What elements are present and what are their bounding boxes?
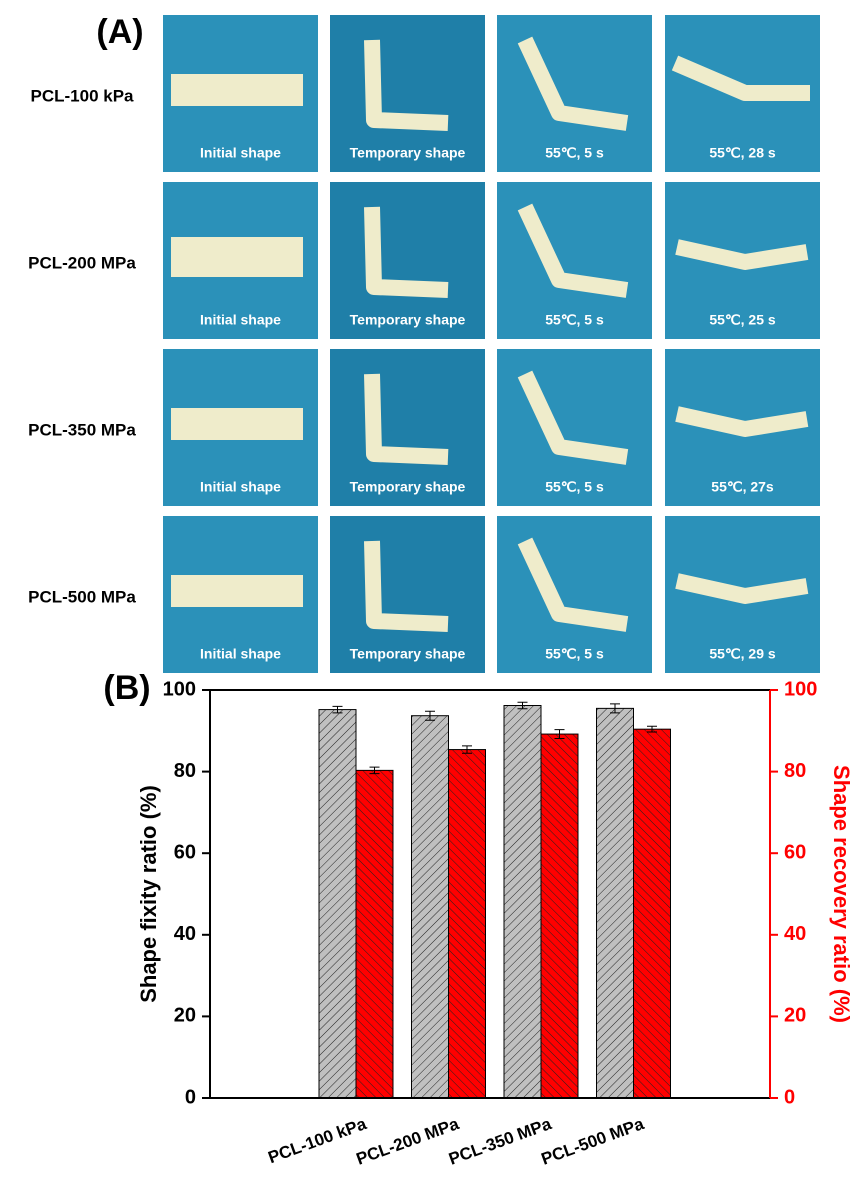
bar (319, 710, 356, 1098)
photo-caption: 55℃, 25 s (709, 312, 776, 328)
photo-caption: 55℃, 29 s (709, 646, 776, 662)
y-tick-label: 40 (174, 923, 196, 945)
panel-label: (B) (103, 669, 150, 707)
bar (449, 750, 486, 1098)
photo-caption: Initial shape (200, 145, 281, 161)
photo-caption: 55℃, 28 s (709, 145, 776, 161)
y2-tick-label: 0 (784, 1086, 795, 1108)
row-label: PCL-200 MPa (28, 253, 136, 272)
bar (412, 716, 449, 1098)
row-label: PCL-350 MPa (28, 420, 136, 439)
y-tick-label: 60 (174, 841, 196, 863)
photo-caption: 55℃, 5 s (545, 646, 604, 662)
photo-caption: Temporary shape (350, 479, 466, 495)
photo-caption: Initial shape (200, 646, 281, 662)
figure: (A) (B) PCL-100 kPa Initial shape Temporar… (0, 0, 861, 1184)
y2-tick-label: 20 (784, 1005, 806, 1027)
y-axis-title: Shape fixity ratio (%) (136, 785, 161, 1003)
photo-caption: 55℃, 27s (711, 479, 774, 495)
photo-caption: 55℃, 5 s (545, 479, 604, 495)
photo-caption: Initial shape (200, 312, 281, 328)
y2-tick-label: 100 (784, 678, 817, 700)
y-tick-label: 20 (174, 1005, 196, 1027)
bar (504, 706, 541, 1098)
y2-tick-label: 80 (784, 760, 806, 782)
row-label: PCL-500 MPa (28, 587, 136, 606)
y-tick-label: 0 (185, 1086, 196, 1108)
y-tick-label: 100 (163, 678, 196, 700)
y2-tick-label: 40 (784, 923, 806, 945)
x-tick-label: PCL-350 MPa (446, 1114, 554, 1169)
x-tick-label: PCL-200 MPa (354, 1114, 462, 1169)
x-tick-label: PCL-500 MPa (539, 1114, 647, 1169)
bar (634, 729, 671, 1098)
bar (541, 734, 578, 1098)
bar (356, 770, 393, 1098)
y2-axis-title: Shape recovery ratio (%) (829, 765, 854, 1023)
y-tick-label: 80 (174, 760, 196, 782)
photo-caption: Temporary shape (350, 646, 466, 662)
row-label: PCL-100 kPa (31, 86, 135, 105)
x-tick-label: PCL-100 kPa (266, 1114, 370, 1167)
panel-label: (A) (96, 13, 143, 51)
photo-caption: Temporary shape (350, 312, 466, 328)
photo-caption: 55℃, 5 s (545, 312, 604, 328)
photo-caption: 55℃, 5 s (545, 145, 604, 161)
bar (597, 708, 634, 1098)
photo-caption: Temporary shape (350, 145, 466, 161)
photo-caption: Initial shape (200, 479, 281, 495)
y2-tick-label: 60 (784, 841, 806, 863)
